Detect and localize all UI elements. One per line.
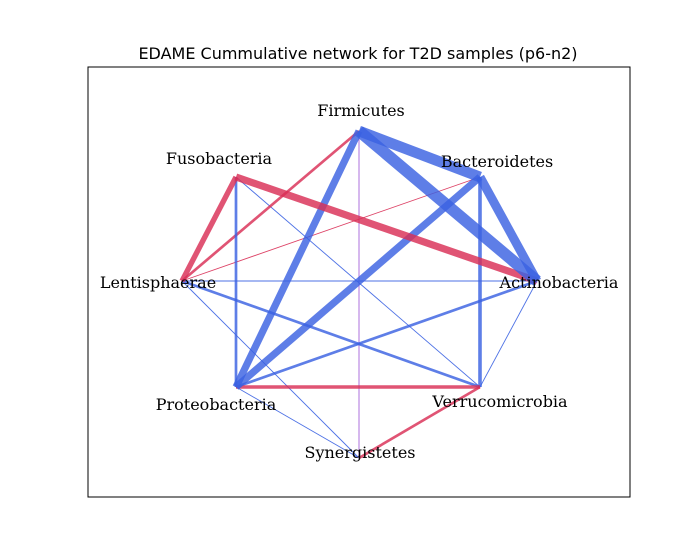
edge-lentisphaerae-verrucomicrobia (181, 279, 481, 389)
node-label-verrucomicrobia: Verrucomicrobia (431, 392, 568, 411)
edge-verrucomicrobia-synergistetes (358, 385, 481, 460)
node-label-actinobacteria: Actinobacteria (499, 273, 619, 292)
node-label-fusobacteria: Fusobacteria (166, 149, 273, 168)
edge-proteobacteria-actinobacteria (235, 279, 538, 389)
edges-layer (179, 125, 541, 460)
node-label-lentisphaerae: Lentisphaerae (100, 273, 216, 292)
plot-frame (87, 66, 631, 498)
edge-firmicutes-proteobacteria (232, 129, 363, 389)
node-label-firmicutes: Firmicutes (317, 101, 405, 120)
edge-firmicutes-bacteroidetes (357, 125, 482, 183)
edge-fusobacteria-actinobacteria (234, 173, 539, 285)
edge-lentisphaerae-synergistetes (181, 280, 360, 459)
edge-bacteroidetes-actinobacteria (476, 174, 541, 284)
node-labels-layer: Firmicutes Bacteroidetes Actinobacteria Ver… (100, 101, 619, 462)
edge-firmicutes-actinobacteria (355, 126, 541, 286)
edge-verrucomicrobia-actinobacteria (479, 280, 538, 388)
node-label-bacteroidetes: Bacteroidetes (441, 152, 553, 171)
edge-fusobacteria-lentisphaerae (179, 175, 239, 283)
edge-firmicutes-lentisphaerae (181, 129, 360, 283)
node-label-proteobacteria: Proteobacteria (156, 395, 277, 414)
chart-title: EDAME Cummulative network for T2D sample… (138, 44, 577, 63)
node-label-synergistetes: Synergistetes (305, 443, 416, 462)
edge-bacteroidetes-proteobacteria (233, 174, 483, 390)
edge-proteobacteria-synergistetes (235, 386, 360, 459)
